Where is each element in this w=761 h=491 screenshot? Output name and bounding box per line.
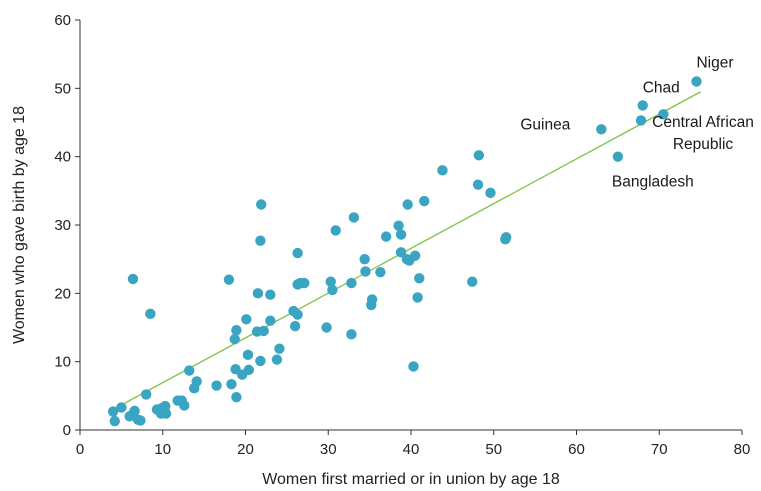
x-tick-label: 40 — [403, 441, 420, 458]
y-tick-label: 20 — [54, 285, 71, 302]
annotation-label: Chad — [643, 79, 680, 96]
y-tick-label: 10 — [54, 354, 71, 371]
data-point — [375, 266, 386, 278]
x-axis-title: Women first married or in union by age 1… — [262, 471, 560, 488]
data-point — [485, 187, 496, 199]
data-point — [231, 325, 242, 336]
data-point — [658, 109, 669, 120]
data-point — [188, 383, 200, 394]
annotation-label: Bangladesh — [612, 174, 694, 191]
data-point — [437, 165, 448, 176]
data-point — [289, 320, 301, 332]
y-axis-title: Women who gave birth by age 18 — [11, 106, 28, 344]
data-point — [325, 276, 336, 287]
data-point — [179, 400, 190, 411]
x-tick-label: 70 — [651, 441, 668, 458]
data-point — [346, 277, 357, 289]
data-point — [637, 100, 648, 111]
data-point — [274, 343, 285, 354]
data-point — [321, 322, 332, 333]
data-point — [124, 411, 135, 422]
data-point — [393, 220, 404, 231]
data-point — [226, 379, 237, 390]
data-point — [473, 150, 485, 161]
data-point — [127, 273, 139, 285]
data-point — [500, 234, 511, 245]
data-point — [467, 276, 478, 287]
x-tick-label: 10 — [154, 441, 171, 458]
data-point — [359, 253, 370, 265]
data-point — [414, 273, 425, 284]
data-point — [135, 415, 146, 426]
data-point — [419, 195, 430, 207]
data-point — [472, 179, 484, 190]
y-tick-label: 50 — [54, 80, 71, 97]
data-point — [395, 247, 407, 258]
data-point — [395, 229, 407, 240]
data-point — [255, 235, 266, 246]
y-tick-label: 30 — [54, 217, 71, 234]
x-tick-label: 50 — [485, 441, 502, 458]
y-tick-label: 40 — [54, 149, 71, 166]
data-point — [141, 389, 152, 400]
data-point — [412, 292, 423, 303]
data-point — [292, 309, 303, 320]
data-point — [116, 402, 127, 413]
data-point — [366, 299, 377, 311]
data-point — [292, 247, 303, 259]
data-point — [635, 115, 647, 126]
data-point — [255, 355, 266, 367]
data-point — [408, 361, 419, 372]
data-point — [256, 199, 267, 210]
data-point — [380, 231, 392, 242]
data-point — [265, 315, 276, 326]
x-tick-label: 30 — [320, 441, 337, 458]
annotation-label: Central African — [652, 114, 754, 131]
data-point — [612, 151, 624, 162]
data-point — [691, 76, 702, 87]
data-point — [243, 364, 255, 376]
data-point — [145, 308, 156, 320]
x-tick-label: 60 — [568, 441, 585, 458]
data-point — [258, 325, 269, 337]
trend-line — [112, 91, 701, 411]
country-annotations: Niger Chad Guinea Central African Republic Ba… — [520, 55, 753, 191]
data-point — [241, 314, 252, 325]
data-point — [211, 380, 222, 391]
data-point — [348, 212, 360, 223]
data-points — [107, 76, 702, 427]
data-point — [327, 284, 338, 296]
data-point — [109, 415, 120, 427]
data-point — [242, 349, 254, 361]
y-axis-ticks: 0 10 20 30 40 50 60 — [54, 12, 80, 439]
data-point — [265, 289, 276, 300]
data-point — [402, 199, 413, 210]
y-tick-label: 0 — [63, 422, 71, 439]
data-point — [223, 274, 235, 285]
data-point — [404, 255, 415, 266]
data-point — [346, 329, 357, 340]
data-point — [107, 406, 119, 417]
annotation-label: Republic — [673, 136, 734, 153]
x-tick-label: 0 — [76, 441, 84, 458]
x-tick-label: 80 — [734, 441, 751, 458]
data-point — [184, 365, 195, 376]
annotation-label: Niger — [696, 55, 733, 72]
x-tick-label: 20 — [237, 441, 254, 458]
data-point — [252, 288, 264, 299]
data-point — [360, 266, 371, 277]
data-point — [271, 354, 283, 365]
data-point — [299, 277, 310, 289]
data-point — [596, 124, 607, 135]
y-tick-label: 60 — [54, 12, 71, 29]
data-point — [160, 408, 172, 419]
data-point — [231, 392, 242, 403]
annotation-label: Guinea — [520, 116, 570, 133]
data-point — [330, 225, 341, 236]
data-point — [229, 333, 240, 345]
x-axis-ticks: 0 10 20 30 40 50 60 70 80 — [76, 430, 751, 458]
